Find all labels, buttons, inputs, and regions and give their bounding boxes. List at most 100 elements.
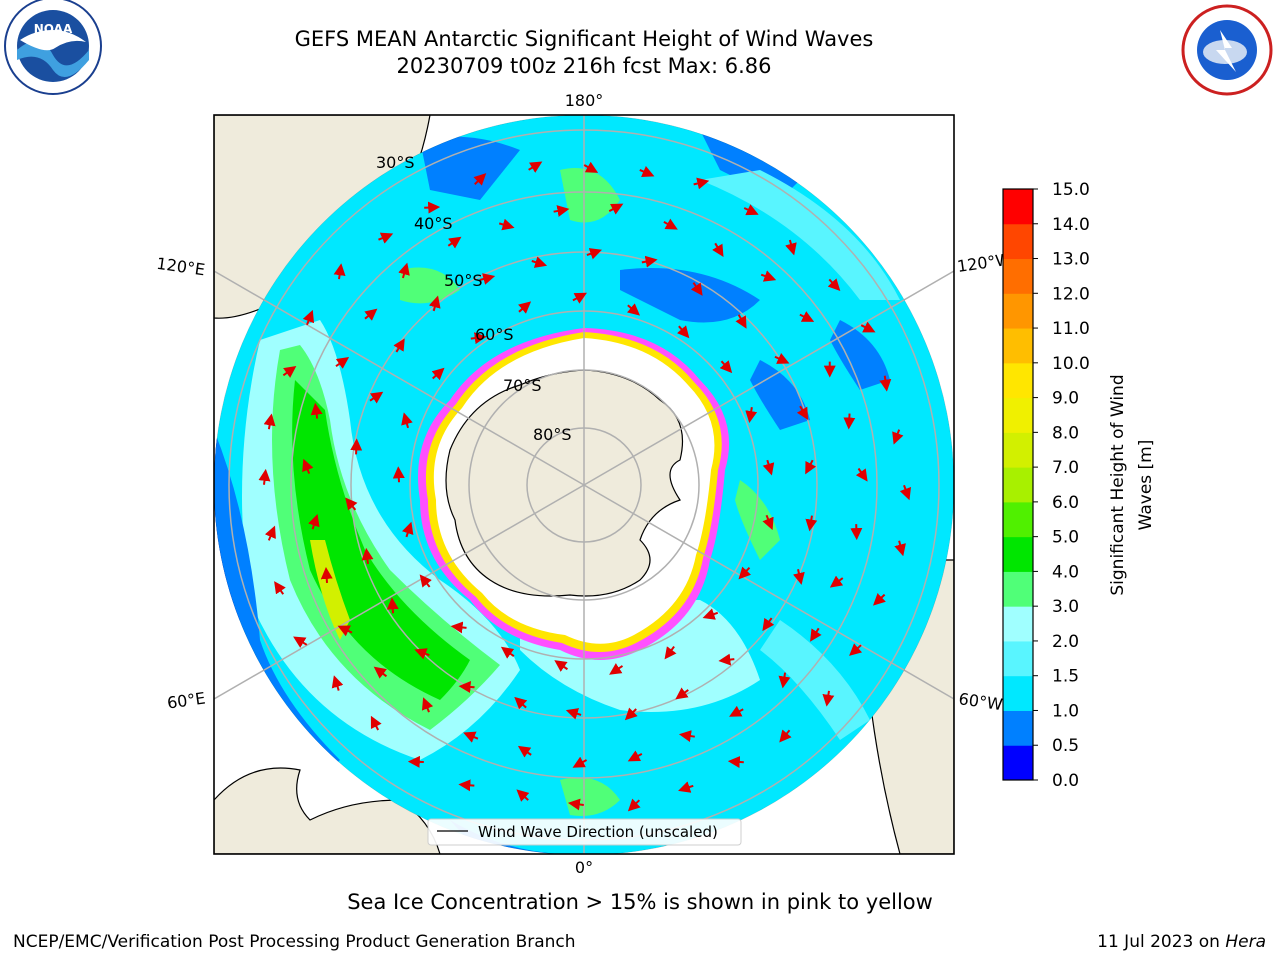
wave-direction-arrow [447,236,462,249]
lon-label-0: 0° [575,858,593,877]
wave-direction-arrow [293,636,308,648]
wave-direction-arrow [335,357,350,369]
wave-direction-arrow [822,690,835,707]
wave-direction-arrow [718,653,735,666]
colorbar-segment [1003,640,1033,677]
colorbar-segment [1003,258,1033,294]
wave-direction-arrow [398,262,410,279]
colorbar-tick-label: 8.0 [1052,423,1079,443]
wave-direction-arrow [608,203,624,215]
africa-land [214,767,441,854]
colorbar-tick-label: 7.0 [1052,458,1079,478]
lat-label-80s: 80°S [533,425,572,444]
wave-direction-arrow [258,468,271,485]
wave-direction-arrow [664,645,677,660]
colorbar-segment [1003,571,1033,607]
wave-direction-arrow [572,756,588,768]
wave-direction-arrow [572,292,587,304]
footer-date-text: 11 Jul 2023 on [1097,932,1226,952]
wind-wave-arrows [258,161,912,812]
wave-direction-arrow [361,547,374,564]
lat-label-40s: 40°S [414,214,453,233]
sea-ice-note: Sea Ice Concentration > 15% is shown in … [347,890,933,914]
wave-direction-arrow [849,643,863,656]
wave-direction-arrow [565,708,582,720]
footer-credit: NCEP/EMC/Verification Post Processing Pr… [13,932,576,952]
wave-direction-arrow [641,255,658,268]
wave-direction-arrow [282,365,297,378]
wave-direction-arrow [712,242,724,257]
noaa-logo: NOAA [4,0,102,95]
wave-direction-arrow [785,239,797,256]
colorbar-tick-label: 4.0 [1052,562,1079,582]
wave-direction-arrow [899,484,912,501]
wave-direction-arrow [554,660,569,672]
wave-direction-arrow [796,405,809,421]
footer-machine: Hera [1225,932,1266,952]
wave-direction-arrow [516,789,530,802]
wave-direction-arrow [827,278,841,292]
antarctica-land [445,369,684,597]
map-frame [213,114,955,855]
nws-logo [1181,4,1273,96]
colorbar-segment [1003,189,1033,225]
colorbar-segment [1003,362,1033,399]
wave-direction-arrow [531,256,548,268]
lat-label-30s: 30°S [376,153,415,172]
graticule [214,115,954,854]
wave-direction-arrow [302,309,315,326]
wave-direction-arrow [799,311,815,322]
wave-direction-arrow [431,367,445,381]
wave-direction-arrow [370,715,382,731]
wave-direction-arrow [793,569,805,585]
wave-direction-arrow [779,729,792,743]
wave-direction-arrow [345,497,358,511]
colorbar-segment [1003,328,1033,364]
wave-direction-arrow [458,680,475,693]
legend-label: Wind Wave Direction (unscaled) [478,823,718,841]
colorbar-segment [1003,432,1033,468]
wave-direction-arrow [743,204,759,216]
wave-direction-arrow [308,513,320,530]
colorbar-tick-label: 0.5 [1052,736,1079,756]
wave-direction-arrow [762,514,774,531]
lat-label-60s: 60°S [475,325,514,344]
wave-direction-arrow [274,581,286,595]
lat-label-50s: 50°S [444,271,483,290]
wave-direction-arrow [675,687,689,700]
wave-direction-arrow [364,308,378,321]
colorbar-tick-label: 15.0 [1052,180,1090,200]
wave-direction-arrow [310,402,323,419]
wave-direction-arrow [663,218,678,230]
wave-direction-arrow [774,352,790,364]
wave-direction-arrow [879,375,892,392]
chart-subtitle: 20230709 t00z 216h fcst Max: 6.86 [396,54,772,78]
wave-direction-arrow [586,248,603,260]
wave-direction-arrow [378,232,394,244]
colorbar: 0.0 0.5 1.0 1.5 2.0 3.0 4.0 5.0 6.0 7.0 8.0 9.0 10.0… [1002,180,1090,791]
wave-direction-arrow [263,413,276,430]
wave-direction-arrow [719,360,733,374]
wave-direction-arrow [729,705,744,717]
wave-direction-arrow [337,625,353,637]
wave-direction-arrow [805,515,818,532]
colorbar-tick-label: 10.0 [1052,354,1090,374]
colorbar-segment [1003,501,1033,538]
wave-direction-arrow [745,407,758,424]
colorbar-label-line2: Waves [m] [1136,440,1156,531]
wave-direction-arrow [528,161,543,173]
map-legend: Wind Wave Direction (unscaled) [427,818,742,846]
wave-direction-arrow [702,608,719,620]
wave-direction-arrow [302,458,314,475]
wave-direction-arrow [760,270,777,282]
colorbar-tick-label: 0.0 [1052,771,1079,791]
wave-direction-arrow [735,314,747,329]
wave-direction-arrow [428,295,441,312]
wave-direction-arrow [583,161,599,173]
wave-direction-arrow [350,438,363,455]
wave-direction-arrow [567,798,584,811]
wave-direction-arrow [463,731,479,743]
colorbar-segment [1003,293,1033,329]
footer-date: 11 Jul 2023 on Hera [1097,932,1266,952]
